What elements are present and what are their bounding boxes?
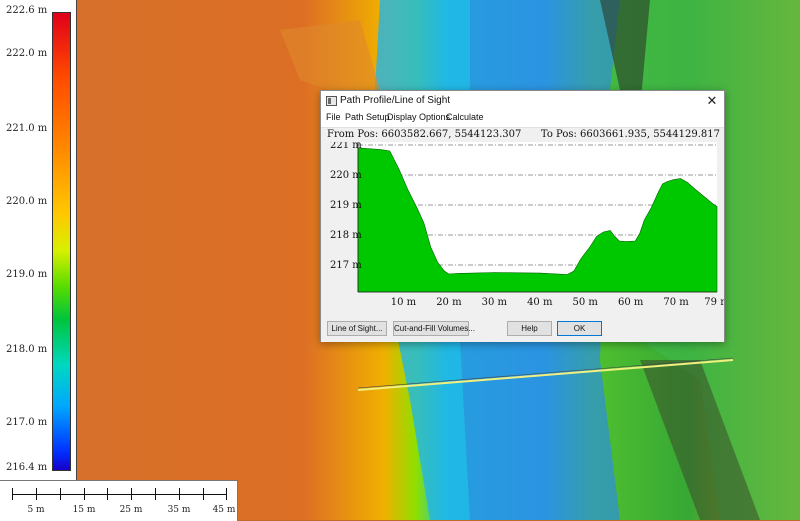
ridge-dark <box>600 0 650 110</box>
legend-label-min: 216.4 m <box>6 462 48 473</box>
help-button[interactable]: Help <box>507 321 552 336</box>
legend-label: 222.0 m <box>6 48 48 59</box>
scale-tick <box>203 488 204 500</box>
scale-label: 45 m <box>212 505 236 515</box>
y-tick-label: 217 m <box>330 260 362 271</box>
scale-tick <box>179 488 180 500</box>
scale-tick <box>107 488 108 500</box>
profile-path-line <box>357 359 734 391</box>
dialog-body: From Pos: 6603582.667, 5544123.307 To Po… <box>321 127 724 342</box>
scale-tick <box>36 488 37 500</box>
profile-path-outline <box>357 357 734 389</box>
legend-label: 218.0 m <box>6 344 48 355</box>
menu-path-setup[interactable]: Path Setup <box>345 112 390 122</box>
legend-label: 217.0 m <box>6 417 48 428</box>
cut-and-fill-button[interactable]: Cut-and-Fill Volumes... <box>393 321 475 336</box>
shoulder-area <box>280 20 380 90</box>
x-tick-label: 50 m <box>573 297 599 308</box>
scale-bar: 5 m 15 m 25 m 35 m 45 m <box>0 480 238 521</box>
scale-tick <box>84 488 85 500</box>
scale-line <box>12 494 227 495</box>
profile-area <box>357 147 718 293</box>
x-tick-label: 30 m <box>482 297 508 308</box>
menu-display-options[interactable]: Display Options <box>387 112 451 122</box>
to-position: To Pos: 6603661.935, 5544129.817 <box>540 129 720 140</box>
from-position: From Pos: 6603582.667, 5544123.307 <box>327 129 522 140</box>
scale-label: 5 m <box>27 505 45 515</box>
scale-label: 15 m <box>72 505 96 515</box>
legend-label: 220.0 m <box>6 196 48 207</box>
scale-tick <box>155 488 156 500</box>
dialog-titlebar[interactable]: Path Profile/Line of Sight ✕ <box>321 91 724 111</box>
scale-label: 35 m <box>167 505 191 515</box>
scale-tick <box>60 488 61 500</box>
scale-label: 25 m <box>119 505 143 515</box>
x-tick-label: 40 m <box>527 297 553 308</box>
x-tick-label: 60 m <box>618 297 644 308</box>
scale-tick <box>226 488 227 500</box>
y-tick-label: 221 m <box>330 142 362 151</box>
x-tick-label: 79 m <box>704 297 724 308</box>
legend-label: 219.0 m <box>6 269 48 280</box>
y-tick-label: 218 m <box>330 230 362 241</box>
line-of-sight-button[interactable]: Line of Sight... <box>327 321 387 336</box>
menu-calculate[interactable]: Calculate <box>446 112 484 122</box>
scale-tick <box>131 488 132 500</box>
legend-label-max: 222.6 m <box>6 5 48 16</box>
menu-file[interactable]: File <box>326 112 341 122</box>
scale-tick <box>12 488 13 500</box>
y-tick-label: 220 m <box>330 170 362 181</box>
x-tick-label: 70 m <box>663 297 689 308</box>
legend-label: 221.0 m <box>6 123 48 134</box>
dialog-title: Path Profile/Line of Sight <box>340 95 451 106</box>
ridge-dark-lower <box>640 360 760 520</box>
elevation-color-ramp <box>52 12 71 471</box>
menu-bar: File Path Setup Display Options Calculat… <box>321 111 724 127</box>
elevation-legend: 222.6 m 222.0 m 221.0 m 220.0 m 219.0 m … <box>0 0 77 480</box>
x-tick-label: 20 m <box>436 297 462 308</box>
path-profile-dialog: Path Profile/Line of Sight ✕ File Path S… <box>320 90 725 342</box>
close-button[interactable]: ✕ <box>706 93 718 108</box>
window-app-icon <box>326 96 337 106</box>
profile-chart[interactable]: 221 m 220 m 219 m 218 m 217 m 10 m 20 m 30 m 40 … <box>321 142 724 318</box>
ok-button[interactable]: OK <box>557 321 602 336</box>
y-tick-label: 219 m <box>330 200 362 211</box>
x-tick-label: 10 m <box>391 297 417 308</box>
